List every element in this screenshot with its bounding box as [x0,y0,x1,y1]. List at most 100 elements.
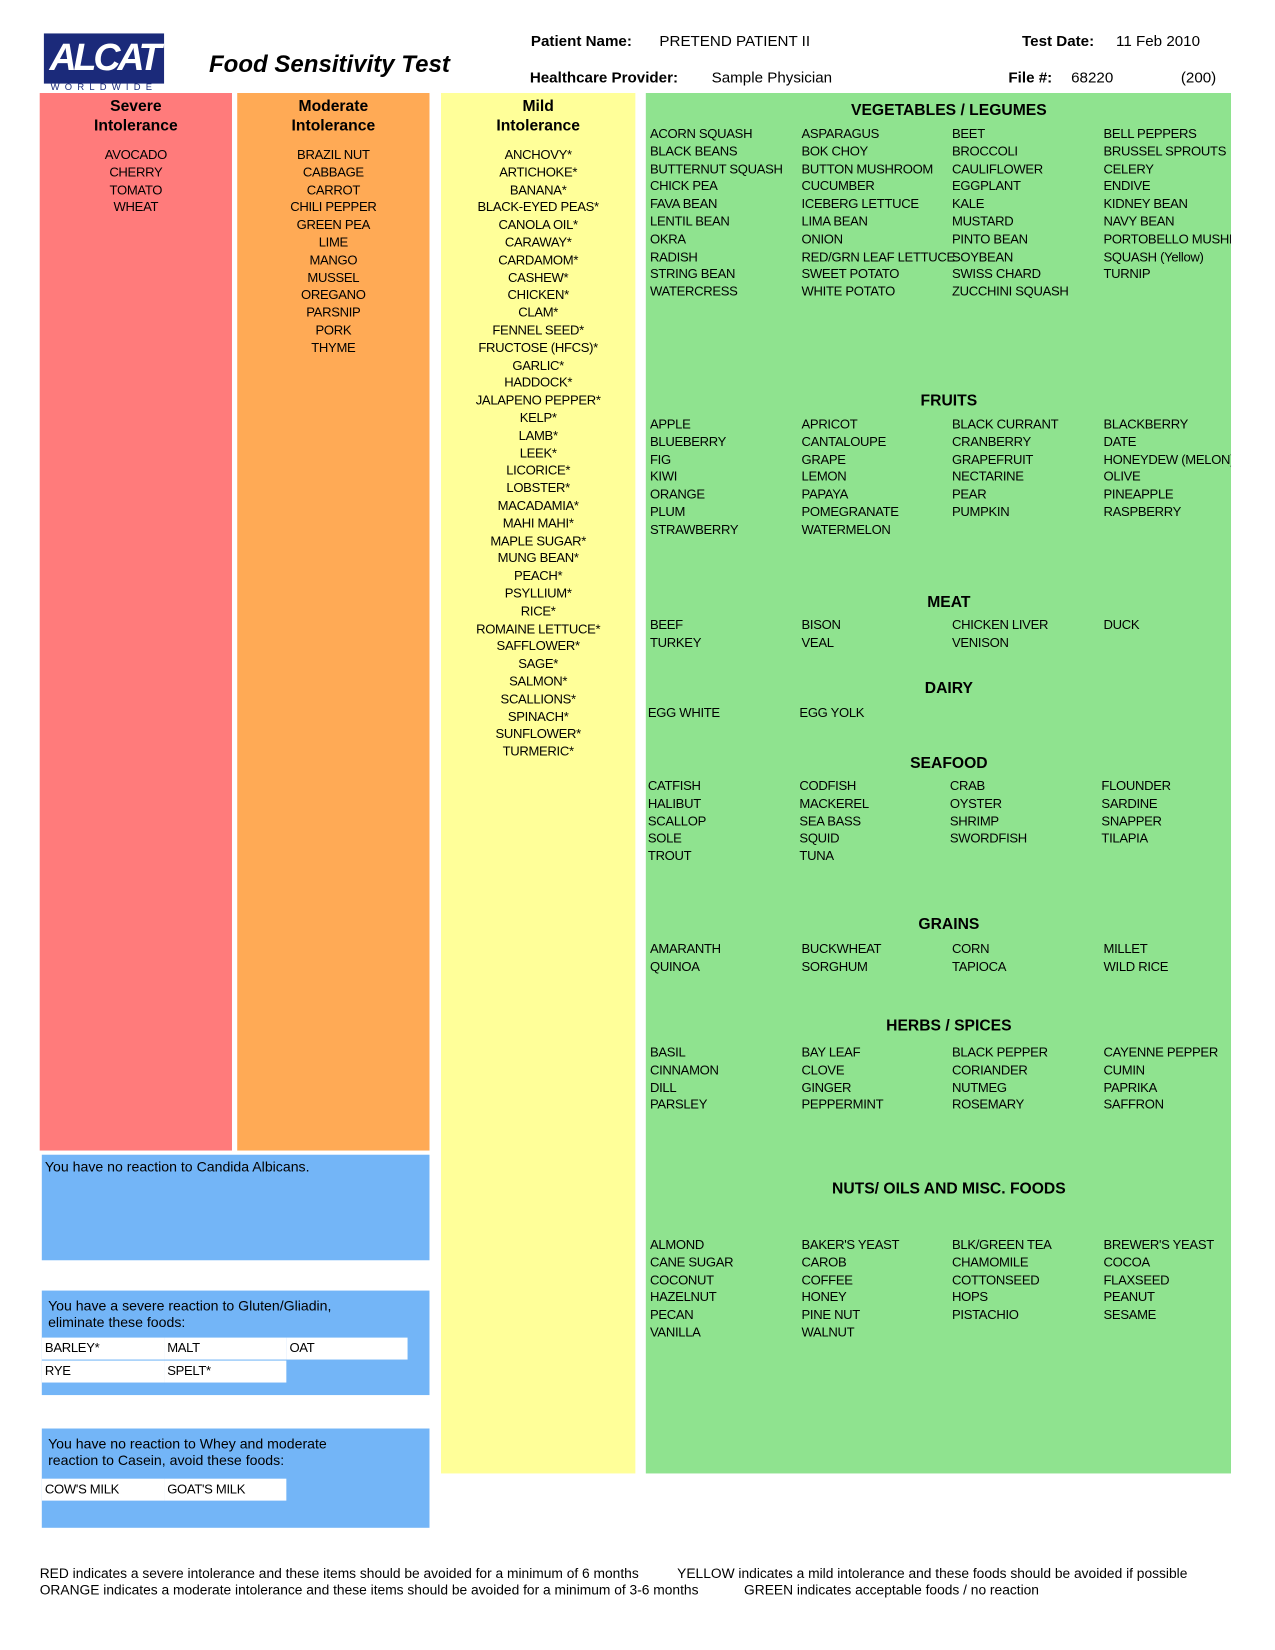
food-item: PINEAPPLE [1103,487,1174,502]
food-item: BANANA* [509,182,567,198]
food-item: BLACKBERRY [1103,416,1189,432]
food-item: BLACK BEANS [649,143,738,159]
food-cell: RYE [41,1360,165,1383]
food-item: FRUCTOSE (HFCS)* [478,340,598,356]
food-item: CARROT [306,182,361,198]
food-item: CATFISH [647,778,701,794]
food-item: APRICOT [801,416,858,432]
food-item: OKRA [649,231,686,247]
food-item: SWISS CHARD [951,266,1041,282]
food-item: CHERRY [109,164,163,180]
food-cell: SPELT* [164,1360,287,1383]
food-item: SWEET POTATO [801,266,900,282]
food-item: WATERMELON [801,522,891,537]
food-item: KELP* [519,410,557,426]
food-cell: GOAT'S MILK [164,1478,287,1501]
food-item: BROCCOLI [951,143,1018,159]
food-item: FENNEL SEED* [492,322,584,338]
food-item: CODFISH [799,778,857,794]
food-item: LENTIL BEAN [649,214,730,229]
food-item: SAFFRON [1103,1097,1165,1113]
food-item: BUTTERNUT SQUASH [649,161,783,177]
food-item: ZUCCHINI SQUASH [951,284,1069,300]
reaction-box: You have no reaction to Whey and moderat… [41,1428,430,1528]
food-item: LICORICE* [506,463,571,478]
food-item: PORTOBELLO MUSHROOM [1103,231,1231,247]
food-item: SCALLIONS* [500,691,577,707]
food-item: FLOUNDER [1101,778,1171,794]
food-item: TILAPIA [1101,831,1148,846]
food-item: WATERCRESS [649,284,738,300]
food-item: CAROB [801,1254,847,1270]
food-item: ENDIVE [1103,179,1151,194]
food-item: FLAXSEED [1103,1272,1170,1288]
food-item: NECTARINE [951,469,1024,485]
field-label: File #: [1008,70,1053,87]
food-item: VENISON [951,635,1009,650]
food-item: APPLE [649,416,691,432]
food-item: AVOCADO [104,147,167,162]
food-item: CINNAMON [649,1062,719,1078]
section-title: MEAT [927,593,971,612]
logo-subtitle: WORLDWIDE [50,81,158,92]
food-item: GRAPE [801,452,846,467]
food-item: MANGO [309,252,358,268]
food-item: SUNFLOWER* [495,726,581,742]
acceptable-panel: VEGETABLES / LEGUMES ACORN SQUASH ASPARAGU… [645,93,1232,1474]
column-title: Moderate [298,97,369,115]
food-item: JALAPENO PEPPER* [475,393,601,408]
food-item: LIMA BEAN [801,214,868,229]
food-item: CHAMOMILE [951,1254,1029,1270]
food-item: SORGHUM [801,959,868,974]
food-item: HOPS [951,1289,988,1305]
food-item: ARTICHOKE* [499,164,578,180]
food-item: LOBSTER* [506,480,570,496]
food-item: CAULIFLOWER [951,161,1043,177]
food-item: FIG [649,452,671,467]
food-item: CANOLA OIL* [498,217,579,233]
food-item: PARSNIP [306,305,361,320]
intolerance-column: Severe Intolerance AVOCADO CHERRY TOMATO WHEA… [39,93,232,1151]
food-item: POMEGRANATE [801,504,900,520]
food-item: TURMERIC* [502,744,575,759]
column-title: Intolerance [291,117,376,135]
food-item: VANILLA [649,1325,701,1340]
food-item: BREWER'S YEAST [1103,1237,1215,1252]
food-item: TAPIOCA [951,959,1007,974]
food-item: SAFFLOWER* [496,638,581,654]
food-item: ROSEMARY [951,1097,1025,1113]
food-cell: OAT [286,1337,408,1360]
food-item: EGG WHITE [647,705,720,721]
food-item: ANCHOVY* [504,147,572,162]
column-title: Mild [522,97,554,115]
food-item: BLACK CURRANT [951,416,1059,432]
food-item: CRAB [949,778,985,794]
food-item: PEACH* [514,568,563,584]
food-item: LEEK* [519,445,557,461]
field-label: Healthcare Provider: [529,70,679,87]
food-item: BLACK-EYED PEAS* [477,200,600,215]
food-item: BEEF [649,617,683,633]
section-title: SEAFOOD [910,754,988,773]
food-item: STRING BEAN [649,266,736,282]
food-item: BEET [951,126,985,142]
food-item: ACORN SQUASH [649,126,753,142]
food-item: FAVA BEAN [649,196,718,212]
legend-text: RED indicates a severe intolerance and t… [39,1565,639,1582]
food-item: CHICKEN LIVER [951,617,1049,633]
food-item: PLUM [649,504,686,520]
food-item: NUTMEG [951,1080,1007,1095]
food-item: BLUEBERRY [649,434,727,450]
food-item: BUCKWHEAT [801,941,882,957]
food-item: OYSTER [949,796,1002,811]
food-item: WILD RICE [1103,959,1169,974]
food-item: MUSTARD [951,214,1014,229]
food-item: PAPRIKA [1103,1080,1158,1095]
food-item: EGGPLANT [951,179,1021,194]
food-item: KIWI [649,469,678,485]
food-item: CAYENNE PEPPER [1103,1045,1219,1060]
food-item: ROMAINE LETTUCE* [476,621,601,636]
food-item: PEANUT [1103,1289,1155,1305]
column-title: Intolerance [94,117,178,135]
food-item: EGG YOLK [799,705,865,721]
